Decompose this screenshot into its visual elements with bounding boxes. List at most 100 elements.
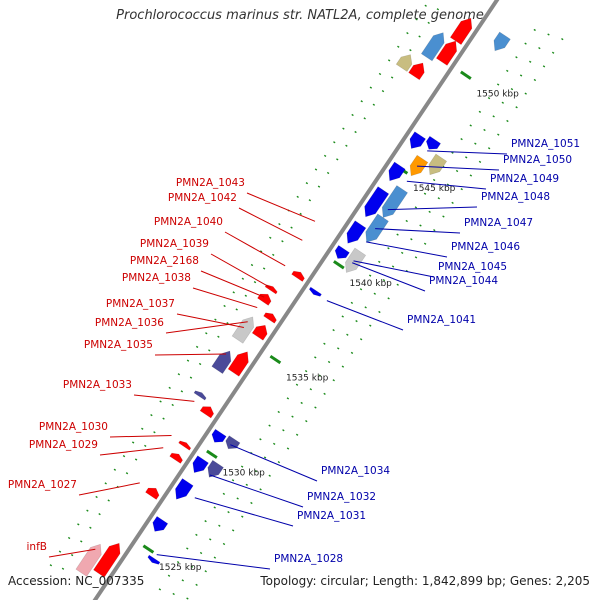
gene-label: PMN2A_1049 <box>490 173 559 185</box>
track-mark <box>144 444 147 448</box>
gene-pmn2a-2168 <box>257 293 272 306</box>
track-mark <box>295 383 299 386</box>
gene-pmn2a-1044 <box>334 244 350 259</box>
track-mark <box>561 37 564 41</box>
track-mark <box>341 365 345 368</box>
gene-label: PMN2A_1048 <box>481 191 550 203</box>
track-mark <box>291 415 294 418</box>
gene-label: PMN2A_1033 <box>63 379 132 391</box>
gene-pmn2a-1052 <box>449 17 473 46</box>
track-mark <box>141 427 144 430</box>
label-leader <box>194 497 294 527</box>
track-mark <box>533 78 537 82</box>
track-mark <box>478 110 482 113</box>
gene-pmn2a-1048b <box>381 185 409 218</box>
track-mark <box>496 83 500 86</box>
track-mark <box>113 468 117 471</box>
gene-label: PMN2A_1028 <box>274 553 343 565</box>
label-leader <box>176 313 244 328</box>
track-mark <box>262 267 266 270</box>
track-mark <box>414 206 418 209</box>
track-mark <box>350 351 354 355</box>
track-mark <box>250 501 253 505</box>
track-mark <box>49 564 53 567</box>
track-mark <box>405 219 408 223</box>
track-mark <box>309 388 313 391</box>
track-mark <box>204 520 207 523</box>
track-mark <box>364 306 367 309</box>
gene-pmn2a-1033b <box>193 390 207 401</box>
track-mark <box>308 199 312 202</box>
gene-pmn2a-1034 <box>211 428 227 443</box>
track-mark <box>177 373 181 376</box>
gene-infb <box>93 542 121 578</box>
track-mark <box>414 256 418 259</box>
track-mark <box>189 376 193 379</box>
gene-infb-2 <box>75 543 102 577</box>
track-mark <box>134 458 138 461</box>
track-mark <box>419 224 422 227</box>
genome-summary-text: Topology: circular; Length: 1,842,899 bp… <box>260 574 590 588</box>
track-mark <box>240 465 244 468</box>
track-mark <box>89 526 92 529</box>
track-mark <box>277 460 281 464</box>
track-mark <box>231 529 235 532</box>
track-mark <box>332 379 335 382</box>
track-mark <box>323 392 326 395</box>
track-mark <box>250 263 254 267</box>
gene-label: PMN2A_1031 <box>297 510 366 522</box>
track-mark <box>295 433 299 436</box>
label-leader <box>156 554 271 570</box>
track-mark <box>282 429 285 432</box>
label-leader <box>48 548 96 558</box>
track-mark <box>231 479 235 482</box>
label-leader <box>192 287 258 309</box>
gene-label: PMN2A_1030 <box>39 421 108 433</box>
map-title: Prochlorococcus marinus str. NATL2A, com… <box>116 8 484 23</box>
gene-label: PMN2A_1046 <box>451 241 520 253</box>
track-mark <box>268 424 271 427</box>
track-mark <box>299 212 302 216</box>
track-mark <box>515 56 518 59</box>
track-mark <box>273 442 276 446</box>
gene-pmn2a-1041 <box>308 286 322 297</box>
track-mark <box>269 236 272 239</box>
track-mark <box>510 87 514 91</box>
track-mark <box>369 86 373 89</box>
gene-pmn2a-1027 <box>145 487 160 500</box>
track-mark <box>217 335 220 338</box>
track-mark <box>391 265 395 268</box>
track-mark <box>341 315 344 318</box>
track-mark <box>382 279 386 282</box>
label-leader <box>133 394 195 402</box>
track-mark <box>465 156 468 159</box>
track-mark <box>61 567 65 570</box>
gene-label: PMN2A_1041 <box>407 314 476 326</box>
track-mark <box>153 431 156 434</box>
gene-pmn2a-1048 <box>364 186 390 218</box>
track-mark <box>442 165 445 168</box>
gene-label: PMN2A_1027 <box>8 479 77 491</box>
track-mark <box>474 142 477 145</box>
track-mark <box>387 59 391 62</box>
track-mark <box>305 182 309 185</box>
track-mark <box>547 33 550 36</box>
track-mark <box>427 21 430 25</box>
track-mark <box>195 345 199 349</box>
track-mark <box>373 292 377 295</box>
label-leader <box>353 260 435 278</box>
label-leader <box>416 165 500 171</box>
track-mark <box>213 556 217 559</box>
track-mark <box>259 438 262 441</box>
track-mark <box>314 168 318 171</box>
ruler-tick <box>269 354 282 365</box>
track-mark <box>186 547 189 550</box>
track-mark <box>122 454 126 458</box>
track-mark <box>167 574 171 577</box>
track-mark <box>460 137 463 141</box>
track-mark <box>323 342 326 345</box>
track-mark <box>80 540 83 543</box>
track-mark <box>317 185 321 188</box>
track-mark <box>244 294 248 297</box>
gene-label: PMN2A_1042 <box>168 192 237 204</box>
